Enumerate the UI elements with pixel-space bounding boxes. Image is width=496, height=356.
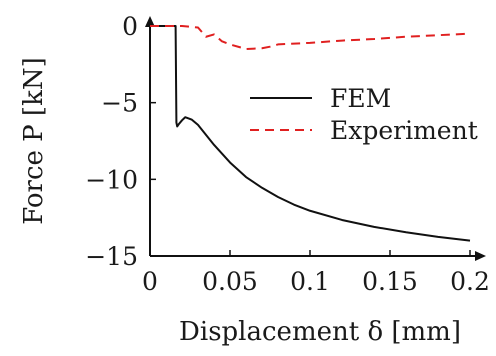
x-tick-label: 0 bbox=[142, 267, 158, 296]
legend-label-experiment: Experiment bbox=[330, 116, 478, 145]
series-line-experiment bbox=[150, 25, 471, 50]
y-tick-label: −10 bbox=[85, 165, 138, 194]
x-axis-arrow-icon bbox=[475, 251, 486, 261]
y-tick-label: 0 bbox=[122, 12, 138, 41]
x-tick-label: 0.15 bbox=[362, 267, 418, 296]
y-tick-label: −15 bbox=[85, 242, 138, 271]
x-tick-label: 0.2 bbox=[450, 267, 490, 296]
series-line-fem bbox=[150, 25, 471, 242]
y-axis-title: Force P [kN] bbox=[19, 57, 49, 224]
legend-label-fem: FEM bbox=[330, 84, 391, 113]
x-axis-title: Displacement δ [mm] bbox=[179, 317, 461, 347]
x-tick-label: 0.1 bbox=[290, 267, 330, 296]
y-axis-arrow-icon bbox=[145, 16, 155, 27]
x-tick-label: 0.05 bbox=[202, 267, 258, 296]
y-tick-label: −5 bbox=[101, 89, 138, 118]
